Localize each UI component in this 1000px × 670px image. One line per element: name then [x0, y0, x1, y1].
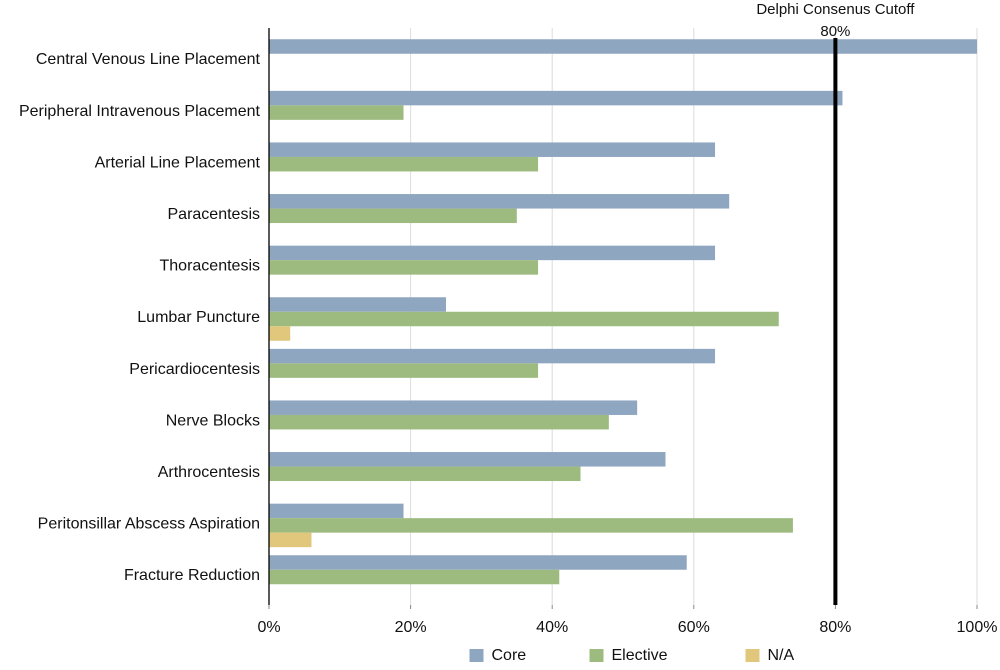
category-label-nerve-blocks: Nerve Blocks — [166, 412, 260, 429]
category-label-pericardiocentesis: Pericardiocentesis — [129, 361, 260, 378]
bar-core-lumbar-puncture[interactable] — [269, 297, 446, 312]
bar-elective-arthrocentesis[interactable] — [269, 466, 581, 482]
legend-label-elective[interactable]: Elective — [612, 647, 668, 664]
legend-label-core[interactable]: Core — [492, 647, 527, 664]
x-tick-label-80: 80% — [819, 619, 851, 636]
category-label-arterial-line-placement: Arterial Line Placement — [95, 154, 261, 171]
bar-core-peritonsillar-abscess-aspiration[interactable] — [269, 503, 404, 519]
legend-label-n-a[interactable]: N/A — [768, 647, 795, 664]
bar-elective-arterial-line-placement[interactable] — [269, 156, 539, 172]
bar-core-paracentesis[interactable] — [269, 194, 730, 209]
category-label-fracture-reduction: Fracture Reduction — [124, 567, 260, 584]
bar-core-central-venous-line-placement[interactable] — [269, 39, 977, 54]
bar-core-thoracentesis[interactable] — [269, 245, 716, 261]
bar-elective-nerve-blocks[interactable] — [269, 414, 609, 430]
x-tick-label-0: 0% — [257, 619, 280, 636]
bar-elective-paracentesis[interactable] — [269, 208, 517, 224]
category-label-central-venous-line-placement: Central Venous Line Placement — [36, 51, 261, 68]
cutoff-value-label: 80% — [820, 23, 850, 40]
legend-swatch-n-a[interactable] — [745, 649, 760, 662]
bar-elective-thoracentesis[interactable] — [269, 260, 539, 275]
category-label-lumbar-puncture: Lumbar Puncture — [137, 309, 260, 326]
bar-elective-peripheral-intravenous-placement[interactable] — [269, 105, 404, 120]
bar-core-fracture-reduction[interactable] — [269, 555, 687, 570]
cutoff-label: Delphi Consenus Cutoff — [756, 1, 915, 18]
legend-swatch-core[interactable] — [469, 649, 484, 662]
bar-core-pericardiocentesis[interactable] — [269, 348, 716, 364]
bar-core-arthrocentesis[interactable] — [269, 452, 666, 467]
bar-elective-lumbar-puncture[interactable] — [269, 311, 779, 327]
category-label-paracentesis: Paracentesis — [168, 206, 261, 223]
bar-n-a-peritonsillar-abscess-aspiration[interactable] — [269, 532, 312, 548]
category-label-thoracentesis: Thoracentesis — [160, 258, 261, 275]
bar-core-arterial-line-placement[interactable] — [269, 142, 716, 157]
x-tick-label-60: 60% — [678, 619, 710, 636]
x-tick-label-40: 40% — [536, 619, 568, 636]
category-label-peripheral-intravenous-placement: Peripheral Intravenous Placement — [19, 103, 261, 120]
category-label-peritonsillar-abscess-aspiration: Peritonsillar Abscess Aspiration — [38, 516, 260, 533]
bar-n-a-lumbar-puncture[interactable] — [269, 326, 291, 341]
bar-core-nerve-blocks[interactable] — [269, 400, 638, 415]
x-tick-label-20: 20% — [395, 619, 427, 636]
legend-swatch-elective[interactable] — [589, 649, 604, 662]
bar-core-peripheral-intravenous-placement[interactable] — [269, 90, 843, 106]
category-label-arthrocentesis: Arthrocentesis — [158, 464, 260, 481]
x-tick-label-100: 100% — [957, 619, 998, 636]
bar-elective-pericardiocentesis[interactable] — [269, 363, 539, 378]
bar-elective-peritonsillar-abscess-aspiration[interactable] — [269, 518, 793, 533]
bar-elective-fracture-reduction[interactable] — [269, 569, 560, 585]
